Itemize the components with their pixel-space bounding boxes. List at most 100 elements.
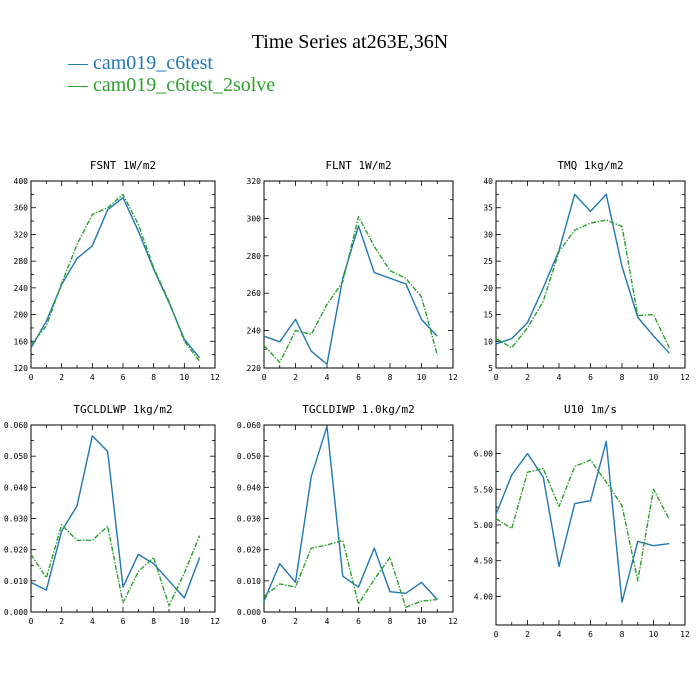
x-tick-label: 12 xyxy=(210,373,220,382)
chart-panel-5: U10 1m/s 0 2 4 6 8 10 12 4.00 4.50 5.00 5.50 6.00 xyxy=(474,403,690,639)
chart-title: TGCLDIWP 1.0kg/m2 xyxy=(302,403,415,416)
y-tick-label: 0.040 xyxy=(237,483,261,492)
x-tick-label: 4 xyxy=(325,373,330,382)
plot-frame xyxy=(263,180,454,369)
y-tick-label: 0.010 xyxy=(237,577,261,586)
y-tick-label: 0.020 xyxy=(4,546,28,555)
series-line-1 xyxy=(495,459,670,582)
chart-panel-4: TGCLDIWP 1.0kg/m2 0 2 4 6 8 10 12 0.000 0.010 0.02… xyxy=(237,403,458,626)
y-tick-label: 0.000 xyxy=(237,608,261,617)
y-tick-label: 30 xyxy=(483,230,493,239)
x-tick-label: 12 xyxy=(210,617,220,626)
y-tick-label: 320 xyxy=(247,177,262,186)
x-tick-label: 6 xyxy=(121,373,126,382)
series-line-1 xyxy=(30,524,201,607)
x-tick-label: 2 xyxy=(525,373,530,382)
plot-frame xyxy=(30,180,216,369)
y-tick-label: 5 xyxy=(488,364,493,373)
x-tick-label: 2 xyxy=(59,373,64,382)
y-tick-label: 4.50 xyxy=(474,557,493,566)
series-line-0 xyxy=(30,435,201,599)
x-tick-label: 8 xyxy=(151,617,156,626)
y-tick-label: 260 xyxy=(247,289,262,298)
x-tick-label: 8 xyxy=(620,373,625,382)
y-tick-label: 40 xyxy=(483,177,493,186)
x-tick-label: 10 xyxy=(417,617,427,626)
y-tick-label: 200 xyxy=(14,311,29,320)
series-line-0 xyxy=(495,193,670,354)
x-tick-label: 12 xyxy=(680,630,690,639)
plot-frame xyxy=(495,424,686,626)
y-tick-label: 20 xyxy=(483,284,493,293)
chart-title: TGCLDLWP 1kg/m2 xyxy=(73,403,172,416)
y-tick-label: 0.020 xyxy=(237,546,261,555)
chart-panel-3: TGCLDLWP 1kg/m2 0 2 4 6 8 10 12 0.000 0.010 0.020 0… xyxy=(4,403,220,626)
chart-panel-0: FSNT 1W/m2 0 2 4 6 8 10 12 120 160 200 240 280 320 360… xyxy=(14,159,220,382)
x-tick-label: 10 xyxy=(649,373,659,382)
x-tick-label: 8 xyxy=(388,617,393,626)
y-tick-label: 160 xyxy=(14,337,29,346)
legend-entry-1: — cam019_c6test_2solve xyxy=(67,74,275,96)
plot-frame xyxy=(263,424,454,613)
y-tick-label: 0.060 xyxy=(237,421,261,430)
y-tick-label: 0.050 xyxy=(4,452,28,461)
x-tick-label: 0 xyxy=(494,373,499,382)
y-tick-label: 0.040 xyxy=(4,483,28,492)
chart-panel-1: FLNT 1W/m2 0 2 4 6 8 10 12 220 240 260 280 300 320 xyxy=(247,159,458,382)
y-tick-label: 0.000 xyxy=(4,608,28,617)
x-tick-label: 10 xyxy=(649,630,659,639)
y-tick-label: 320 xyxy=(14,230,29,239)
x-tick-label: 6 xyxy=(588,630,593,639)
y-tick-label: 120 xyxy=(14,364,29,373)
x-tick-label: 4 xyxy=(90,373,95,382)
x-tick-label: 4 xyxy=(325,617,330,626)
x-tick-label: 0 xyxy=(29,373,34,382)
y-tick-label: 400 xyxy=(14,177,29,186)
y-tick-label: 0.030 xyxy=(4,515,28,524)
x-tick-label: 6 xyxy=(121,617,126,626)
legend-entry-0: — cam019_c6test xyxy=(67,52,213,74)
x-tick-label: 10 xyxy=(417,373,427,382)
chart-title: FLNT 1W/m2 xyxy=(325,159,391,172)
x-tick-label: 12 xyxy=(448,617,458,626)
y-tick-label: 35 xyxy=(483,204,493,213)
y-tick-label: 240 xyxy=(14,284,29,293)
y-tick-label: 280 xyxy=(14,257,29,266)
x-tick-label: 0 xyxy=(29,617,34,626)
x-tick-label: 8 xyxy=(151,373,156,382)
x-tick-label: 12 xyxy=(680,373,690,382)
x-tick-label: 8 xyxy=(388,373,393,382)
x-tick-label: 4 xyxy=(557,373,562,382)
x-tick-label: 6 xyxy=(356,617,361,626)
y-tick-label: 25 xyxy=(483,257,493,266)
x-tick-label: 12 xyxy=(448,373,458,382)
y-tick-label: 15 xyxy=(483,311,493,320)
series-line-0 xyxy=(263,225,438,365)
series-line-1 xyxy=(263,215,438,364)
y-tick-label: 4.00 xyxy=(474,592,493,601)
x-tick-label: 4 xyxy=(90,617,95,626)
y-tick-label: 6.00 xyxy=(474,450,493,459)
panel-grid: FSNT 1W/m20 2 4 6 8 10 12120160200240280320360… xyxy=(4,159,690,639)
x-tick-label: 2 xyxy=(293,373,298,382)
series-line-0 xyxy=(30,196,201,359)
y-tick-label: 280 xyxy=(247,252,262,261)
series-line-0 xyxy=(263,425,438,602)
series-line-1 xyxy=(263,539,438,609)
y-tick-label: 220 xyxy=(247,364,262,373)
y-tick-label: 5.50 xyxy=(474,485,493,494)
chart-title: U10 1m/s xyxy=(564,403,617,416)
x-tick-label: 4 xyxy=(557,630,562,639)
figure-title: Time Series at263E,36N xyxy=(252,31,448,53)
x-tick-label: 2 xyxy=(59,617,64,626)
y-tick-label: 0.030 xyxy=(237,515,261,524)
y-tick-label: 0.050 xyxy=(237,452,261,461)
chart-title: TMQ 1kg/m2 xyxy=(557,159,623,172)
y-tick-label: 300 xyxy=(247,214,262,223)
chart-title: FSNT 1W/m2 xyxy=(90,159,156,172)
y-tick-label: 10 xyxy=(483,337,493,346)
x-tick-label: 2 xyxy=(525,630,530,639)
series-line-1 xyxy=(30,193,201,362)
x-tick-label: 0 xyxy=(262,373,267,382)
